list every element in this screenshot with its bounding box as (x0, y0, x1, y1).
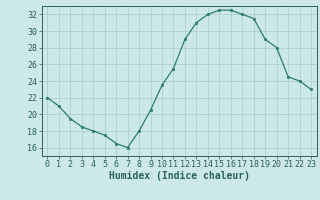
X-axis label: Humidex (Indice chaleur): Humidex (Indice chaleur) (109, 171, 250, 181)
